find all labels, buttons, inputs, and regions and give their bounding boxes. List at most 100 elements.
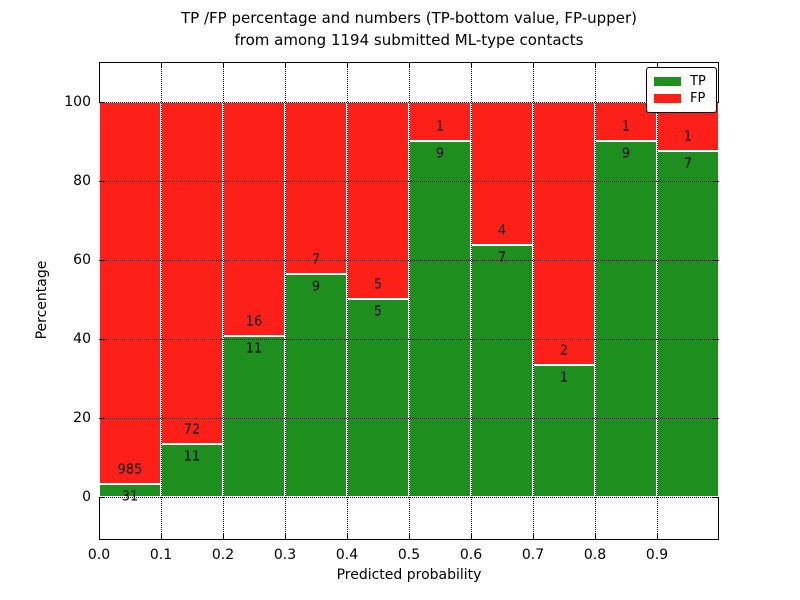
y-tick-label: 100 <box>64 93 91 110</box>
y-tick-mark <box>100 180 105 182</box>
bar-count-tp: 1 <box>559 370 569 386</box>
chart-title-line2: from among 1194 submitted ML-type contac… <box>234 31 584 49</box>
legend-label-fp: FP <box>690 91 706 106</box>
y-tick-mark-right <box>713 259 718 261</box>
chart-title-line1: TP /FP percentage and numbers (TP-bottom… <box>181 9 637 27</box>
x-tick-mark <box>471 534 472 539</box>
x-tick-mark-top <box>657 63 658 68</box>
bar-count-fp: 985 <box>117 462 143 478</box>
legend-item-tp: TP <box>654 73 708 90</box>
chart-title: TP /FP percentage and numbers (TP-bottom… <box>9 7 800 51</box>
y-tick-label: 0 <box>82 488 91 505</box>
bar-segment-fp <box>223 101 285 336</box>
legend-swatch-tp <box>654 77 681 86</box>
y-tick-label: 80 <box>73 172 91 189</box>
x-tick-mark-top <box>161 63 162 68</box>
bar-count-fp: 1 <box>621 119 631 135</box>
bar-segment-fp <box>99 101 161 485</box>
x-tick-mark-top <box>285 63 286 68</box>
x-tick-mark-top <box>99 63 100 68</box>
bar-segment-fp <box>285 101 347 275</box>
x-tick-mark <box>99 534 100 539</box>
y-tick-label: 20 <box>73 409 91 426</box>
bar-count-tp: 9 <box>435 146 445 162</box>
bar-count-tp: 31 <box>121 489 139 505</box>
grid-line-v <box>347 62 348 540</box>
y-tick-mark-right <box>713 180 718 182</box>
y-tick-label: 40 <box>73 330 91 347</box>
y-axis-label: Percentage <box>34 260 50 340</box>
grid-line-v <box>533 62 534 540</box>
x-tick-label: 0.4 <box>335 547 359 563</box>
x-tick-mark-top <box>533 63 534 68</box>
legend-item-fp: FP <box>654 90 708 107</box>
y-tick-mark <box>100 417 105 419</box>
grid-line-v <box>595 62 596 540</box>
grid-line-v <box>471 62 472 540</box>
grid-line-v <box>657 62 658 540</box>
bar-segment-tp <box>285 274 347 497</box>
x-tick-label: 0.9 <box>645 547 669 563</box>
bar-segment-tp <box>471 245 533 497</box>
y-tick-mark <box>100 259 105 261</box>
bar-segment-tp <box>99 484 161 497</box>
legend-swatch-fp <box>654 94 681 103</box>
bar-count-fp: 72 <box>183 422 201 438</box>
y-tick-label: 60 <box>73 251 91 268</box>
y-tick-mark-right <box>713 338 718 340</box>
bar-segment-tp <box>161 444 223 497</box>
x-tick-mark <box>161 534 162 539</box>
x-tick-mark <box>409 534 410 539</box>
bar-segment-fp <box>347 101 409 300</box>
bar-count-tp: 7 <box>683 156 693 172</box>
grid-line-v <box>285 62 286 540</box>
x-tick-mark <box>347 534 348 539</box>
bar-count-fp: 1 <box>435 119 445 135</box>
bar-segment-tp <box>657 150 719 497</box>
x-tick-mark <box>285 534 286 539</box>
bar-count-tp: 11 <box>245 341 263 357</box>
x-tick-label: 0.8 <box>583 547 607 563</box>
x-tick-mark <box>657 534 658 539</box>
bar-segment-fp <box>161 101 223 445</box>
bar-count-tp: 9 <box>621 146 631 162</box>
x-axis-label: Predicted probability <box>336 567 482 583</box>
bar-segment-tp <box>595 141 657 497</box>
x-tick-mark-top <box>409 63 410 68</box>
bar-segment-fp <box>409 101 471 141</box>
x-tick-label: 0.5 <box>397 547 421 563</box>
bar-segment-tp <box>223 335 285 497</box>
y-tick-mark <box>100 101 105 103</box>
x-tick-mark <box>595 534 596 539</box>
bar-count-tp: 11 <box>183 449 201 465</box>
x-tick-mark-top <box>595 63 596 68</box>
x-tick-mark-top <box>223 63 224 68</box>
bar-segment-tp <box>409 141 471 497</box>
x-tick-mark-top <box>471 63 472 68</box>
legend: TP FP <box>646 67 717 113</box>
bar-count-fp: 5 <box>373 277 383 293</box>
y-tick-mark-right <box>713 496 718 498</box>
legend-label-tp: TP <box>690 74 706 89</box>
x-tick-mark <box>223 534 224 539</box>
bar-count-fp: 7 <box>311 252 321 268</box>
x-tick-label: 0.0 <box>87 547 111 563</box>
bar-count-tp: 5 <box>373 304 383 320</box>
bar-count-fp: 16 <box>245 314 263 330</box>
bar-count-tp: 7 <box>497 250 507 266</box>
bar-segment-tp <box>347 299 409 497</box>
y-tick-mark <box>100 338 105 340</box>
x-tick-label: 0.3 <box>273 547 297 563</box>
bar-count-fp: 2 <box>559 343 569 359</box>
x-tick-mark-top <box>347 63 348 68</box>
bar-segment-fp <box>533 101 595 365</box>
bar-count-fp: 1 <box>683 129 693 145</box>
x-tick-label: 0.6 <box>459 547 483 563</box>
grid-line-v <box>161 62 162 540</box>
x-tick-label: 0.7 <box>521 547 545 563</box>
y-tick-mark <box>100 496 105 498</box>
bar-segment-fp <box>471 101 533 246</box>
x-tick-label: 0.1 <box>149 547 173 563</box>
grid-line-v <box>223 62 224 540</box>
